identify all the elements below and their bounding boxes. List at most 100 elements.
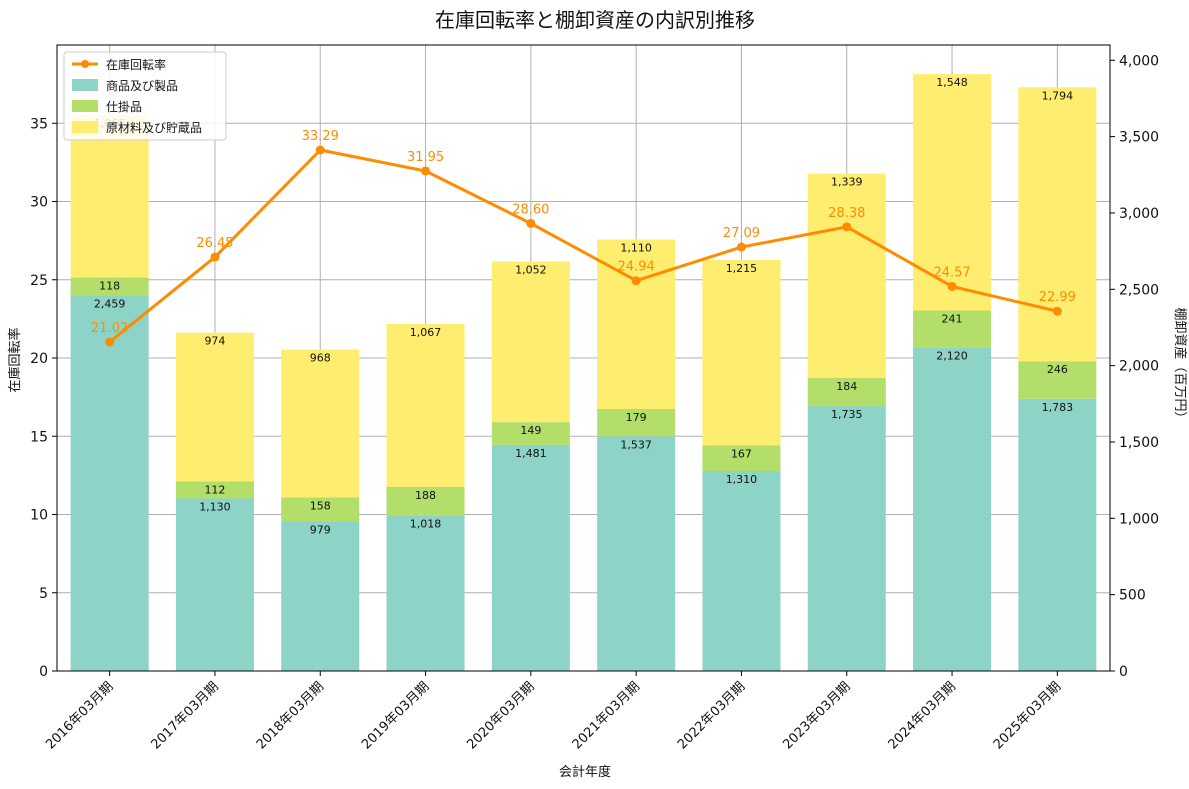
bar-value-label: 246 (1047, 363, 1068, 376)
turnover-point (421, 166, 431, 176)
bar-segment (913, 310, 992, 348)
bar-segment (597, 408, 676, 437)
turnover-point (631, 276, 641, 286)
x-tick-label: 2025年03月期 (991, 679, 1064, 752)
x-tick-label: 2020年03月期 (464, 679, 537, 752)
right-tick-label: 1,500 (1119, 435, 1159, 451)
bar-segment (386, 486, 465, 516)
x-tick-label: 2017年03月期 (148, 679, 221, 752)
bar-segment (807, 173, 886, 379)
bar-segment (597, 436, 676, 671)
bar-value-label: 2,459 (94, 298, 126, 311)
x-tick-label: 2018年03月期 (254, 679, 327, 752)
left-tick-label: 5 (39, 586, 48, 602)
bar-segment (702, 470, 781, 671)
bar-segment (386, 515, 465, 671)
legend-swatch (72, 100, 98, 112)
turnover-value-label: 22.99 (1039, 290, 1076, 305)
right-tick-label: 0 (1119, 664, 1128, 680)
turnover-line (108, 148, 1058, 344)
bar-segment (281, 521, 360, 671)
bar-value-label: 118 (99, 280, 120, 293)
legend-label: 商品及び製品 (106, 78, 178, 93)
right-tick-label: 3,000 (1119, 206, 1159, 222)
bar-segment (702, 445, 781, 471)
bar-value-label: 1,794 (1042, 89, 1074, 102)
left-axis-label: 在庫回転率 (7, 327, 23, 392)
bar-segment (70, 295, 149, 671)
turnover-value-label: 24.94 (618, 260, 655, 275)
turnover-value-label: 31.95 (407, 150, 444, 165)
bar-value-label: 979 (310, 524, 331, 537)
right-tick-label: 2,500 (1119, 282, 1159, 298)
bar-value-label: 241 (942, 313, 963, 326)
legend-label: 原材料及び貯蔵品 (106, 121, 202, 135)
turnover-value-label: 24.57 (933, 265, 970, 280)
bar-segment (913, 347, 992, 671)
bar-value-label: 1,735 (831, 408, 863, 421)
x-axis-label: 会計年度 (559, 764, 611, 780)
bar-value-label: 179 (626, 411, 647, 424)
bar-segment (1018, 361, 1097, 399)
right-tick-label: 1,000 (1119, 511, 1159, 527)
left-tick-label: 20 (30, 351, 48, 367)
turnover-point (842, 222, 852, 232)
bar-segment (175, 481, 254, 499)
bar-segment (70, 277, 149, 296)
turnover-value-label: 28.38 (828, 206, 865, 221)
bar-segment (175, 498, 254, 671)
bar-segment (491, 444, 570, 671)
chart-title: 在庫回転率と棚卸資産の内訳別推移 (435, 8, 755, 32)
bar-segment (702, 259, 781, 446)
bar-value-label: 188 (415, 489, 436, 502)
bar-labels-group: 2,4591181,0651,1301129749791589681,01818… (94, 76, 1073, 536)
bar-value-label: 158 (310, 499, 331, 512)
right-tick-label: 4,000 (1119, 53, 1159, 69)
legend-box (63, 51, 227, 141)
x-tick-label: 2022年03月期 (675, 679, 748, 752)
right-tick-label: 2,000 (1119, 359, 1159, 375)
legend-label-turnover: 在庫回転率 (106, 57, 166, 72)
bar-value-label: 167 (731, 447, 752, 460)
bar-value-label: 1,130 (199, 500, 231, 513)
right-tick-label: 3,500 (1119, 130, 1159, 146)
x-tick-label: 2024年03月期 (886, 679, 959, 752)
bar-segment (807, 378, 886, 407)
turnover-value-label: 21.02 (91, 321, 128, 336)
turnover-point (1052, 306, 1062, 316)
x-tick-label: 2016年03月期 (43, 679, 116, 752)
bar-value-label: 1,481 (515, 447, 547, 460)
turnover-value-label: 26.45 (196, 236, 233, 251)
bar-value-label: 1,548 (936, 76, 968, 89)
legend-label: 仕掛品 (106, 99, 142, 114)
bar-segment (281, 349, 360, 498)
bar-value-label: 1,052 (515, 264, 547, 277)
bar-value-label: 1,110 (620, 242, 652, 255)
turnover-point (736, 242, 746, 252)
bar-segment (491, 261, 570, 423)
bar-value-label: 184 (836, 380, 857, 393)
bar-value-label: 1,339 (831, 176, 863, 189)
bar-value-label: 2,120 (936, 349, 968, 362)
bar-value-label: 149 (520, 424, 541, 437)
bar-value-label: 974 (204, 335, 225, 348)
x-tick-label: 2019年03月期 (359, 679, 432, 752)
left-tick-label: 25 (30, 273, 48, 289)
turnover-point (947, 281, 957, 291)
turnover-value-label: 33.29 (302, 129, 339, 144)
left-tick-label: 10 (30, 508, 48, 524)
bar-value-label: 1,067 (410, 326, 442, 339)
left-tick-label: 35 (30, 116, 48, 132)
bars-group (70, 74, 1097, 671)
turnover-point (315, 145, 325, 155)
left-tick-label: 15 (30, 429, 48, 445)
turnover-line-group: 21.02 26.45 33.29 31.95 28.60 24.94 27.09 28.38… (91, 129, 1076, 347)
right-tick-label: 500 (1119, 588, 1146, 604)
left-tick-label: 0 (39, 664, 48, 680)
legend-swatch (72, 79, 98, 91)
bar-segment (1018, 398, 1097, 671)
x-tick-label: 2021年03月期 (570, 679, 643, 752)
bar-segment (1018, 87, 1097, 362)
